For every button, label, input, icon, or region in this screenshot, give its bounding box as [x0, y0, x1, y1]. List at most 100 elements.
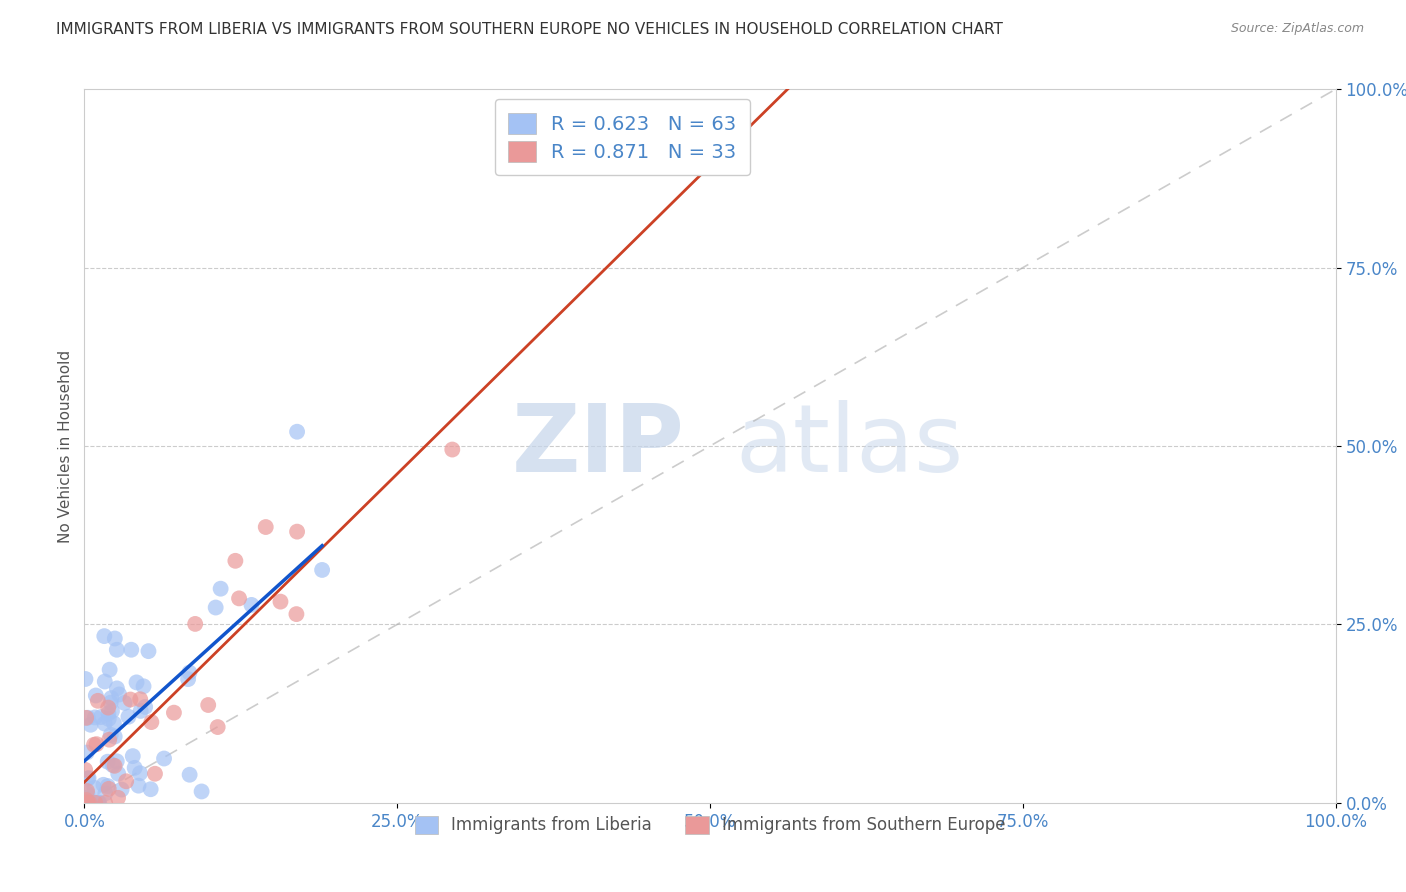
Point	[100, 696, 122, 710]
Point	[197, 698, 219, 712]
Point	[89, 796, 111, 810]
Point	[120, 642, 142, 657]
Point	[120, 692, 142, 706]
Point	[93, 778, 115, 792]
Point	[94, 674, 117, 689]
Point	[129, 704, 152, 718]
Point	[127, 779, 149, 793]
Point	[179, 768, 201, 782]
Point	[87, 796, 110, 810]
Point	[139, 782, 162, 797]
Point	[105, 754, 128, 768]
Point	[93, 629, 115, 643]
Point	[207, 720, 229, 734]
Point	[269, 594, 291, 608]
Point	[76, 711, 98, 725]
Point	[441, 442, 464, 457]
Point	[177, 672, 200, 686]
Point	[240, 598, 263, 612]
Point	[228, 591, 250, 606]
Point	[90, 710, 112, 724]
Point	[76, 772, 98, 786]
Point	[101, 758, 124, 772]
Text: atlas: atlas	[735, 400, 963, 492]
Point	[104, 730, 127, 744]
Point	[100, 691, 122, 706]
Point	[105, 642, 128, 657]
Point	[204, 600, 226, 615]
Text: IMMIGRANTS FROM LIBERIA VS IMMIGRANTS FROM SOUTHERN EUROPE NO VEHICLES IN HOUSEH: IMMIGRANTS FROM LIBERIA VS IMMIGRANTS FR…	[56, 22, 1002, 37]
Point	[129, 692, 152, 706]
Point	[105, 681, 128, 696]
Point	[83, 780, 105, 795]
Point	[97, 755, 120, 769]
Point	[84, 689, 107, 703]
Point	[83, 738, 105, 752]
Point	[82, 796, 104, 810]
Point	[107, 766, 129, 780]
Point	[79, 718, 101, 732]
Point	[76, 787, 98, 801]
Point	[93, 716, 115, 731]
Point	[76, 784, 98, 798]
Point	[73, 791, 96, 805]
Point	[190, 784, 212, 798]
Point	[107, 790, 129, 805]
Point	[153, 751, 176, 765]
Point	[125, 675, 148, 690]
Point	[87, 796, 110, 810]
Text: ZIP: ZIP	[512, 400, 685, 492]
Point	[209, 582, 232, 596]
Point	[97, 706, 120, 721]
Point	[129, 766, 152, 780]
Legend: Immigrants from Liberia, Immigrants from Southern Europe: Immigrants from Liberia, Immigrants from…	[405, 805, 1015, 845]
Point	[77, 771, 100, 785]
Point	[103, 759, 125, 773]
Point	[94, 796, 117, 810]
Point	[75, 793, 97, 807]
Point	[76, 796, 98, 810]
Point	[87, 694, 110, 708]
Point	[114, 696, 136, 710]
Point	[254, 520, 277, 534]
Point	[285, 425, 308, 439]
Point	[110, 782, 132, 797]
Point	[163, 706, 186, 720]
Point	[134, 700, 156, 714]
Point	[101, 704, 124, 718]
Point	[184, 616, 207, 631]
Point	[285, 524, 308, 539]
Point	[121, 749, 143, 764]
Point	[104, 632, 127, 646]
Point	[311, 563, 333, 577]
Point	[115, 774, 138, 789]
Point	[138, 644, 160, 658]
Point	[97, 700, 120, 714]
Point	[108, 688, 131, 702]
Point	[103, 716, 125, 731]
Point	[97, 712, 120, 726]
Point	[75, 672, 97, 686]
Point	[285, 607, 308, 621]
Point	[83, 710, 105, 724]
Point	[224, 554, 246, 568]
Text: Source: ZipAtlas.com: Source: ZipAtlas.com	[1230, 22, 1364, 36]
Point	[84, 796, 107, 810]
Point	[75, 711, 97, 725]
Point	[141, 715, 163, 730]
Point	[79, 796, 101, 810]
Y-axis label: No Vehicles in Household: No Vehicles in Household	[58, 350, 73, 542]
Point	[124, 761, 146, 775]
Point	[117, 710, 139, 724]
Point	[132, 679, 155, 693]
Point	[179, 665, 201, 680]
Point	[76, 746, 98, 760]
Point	[97, 779, 120, 793]
Point	[76, 796, 98, 810]
Point	[75, 763, 97, 777]
Point	[143, 766, 166, 780]
Point	[97, 781, 120, 796]
Point	[98, 732, 121, 747]
Point	[94, 786, 117, 800]
Point	[86, 737, 108, 751]
